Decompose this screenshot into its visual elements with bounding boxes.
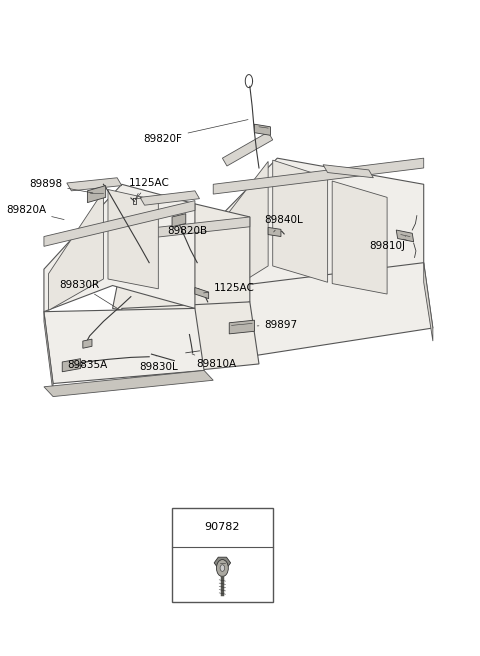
Polygon shape <box>122 302 259 377</box>
Text: 89810J: 89810J <box>370 237 406 251</box>
Text: 89810A: 89810A <box>192 354 236 369</box>
Text: 1125AC: 1125AC <box>204 283 255 293</box>
Text: 1125AC: 1125AC <box>129 178 169 199</box>
Polygon shape <box>195 287 209 298</box>
Polygon shape <box>140 191 200 205</box>
Polygon shape <box>273 160 328 282</box>
Polygon shape <box>87 186 106 203</box>
Polygon shape <box>214 557 230 569</box>
Polygon shape <box>67 178 122 191</box>
Text: 89820B: 89820B <box>168 226 207 236</box>
Polygon shape <box>172 214 186 227</box>
Polygon shape <box>254 124 270 135</box>
Bar <box>172 508 273 602</box>
Text: 89830L: 89830L <box>139 356 178 371</box>
Polygon shape <box>332 181 387 294</box>
Polygon shape <box>268 228 281 237</box>
Polygon shape <box>113 204 250 321</box>
Text: 89830R: 89830R <box>60 280 117 308</box>
Polygon shape <box>213 158 424 194</box>
Polygon shape <box>44 201 195 247</box>
Polygon shape <box>396 230 414 242</box>
Text: 89840L: 89840L <box>264 215 303 232</box>
Polygon shape <box>44 371 213 397</box>
Polygon shape <box>44 308 204 384</box>
Polygon shape <box>213 262 433 361</box>
Polygon shape <box>48 191 103 310</box>
Text: 90782: 90782 <box>204 522 240 532</box>
Polygon shape <box>108 190 158 289</box>
Polygon shape <box>62 359 81 372</box>
Circle shape <box>216 560 228 577</box>
Text: 89897: 89897 <box>257 319 298 330</box>
Text: 89835A: 89835A <box>67 360 107 370</box>
Polygon shape <box>44 312 53 394</box>
Text: 89820A: 89820A <box>6 205 64 220</box>
Circle shape <box>220 565 225 571</box>
Polygon shape <box>44 184 195 312</box>
Text: 89820F: 89820F <box>144 119 248 144</box>
Polygon shape <box>424 262 433 341</box>
Polygon shape <box>218 161 268 297</box>
Polygon shape <box>83 339 92 348</box>
Polygon shape <box>323 165 373 178</box>
Text: 89898: 89898 <box>29 179 93 193</box>
Polygon shape <box>213 158 424 308</box>
Polygon shape <box>229 320 254 334</box>
Polygon shape <box>122 217 250 241</box>
Polygon shape <box>222 132 273 166</box>
